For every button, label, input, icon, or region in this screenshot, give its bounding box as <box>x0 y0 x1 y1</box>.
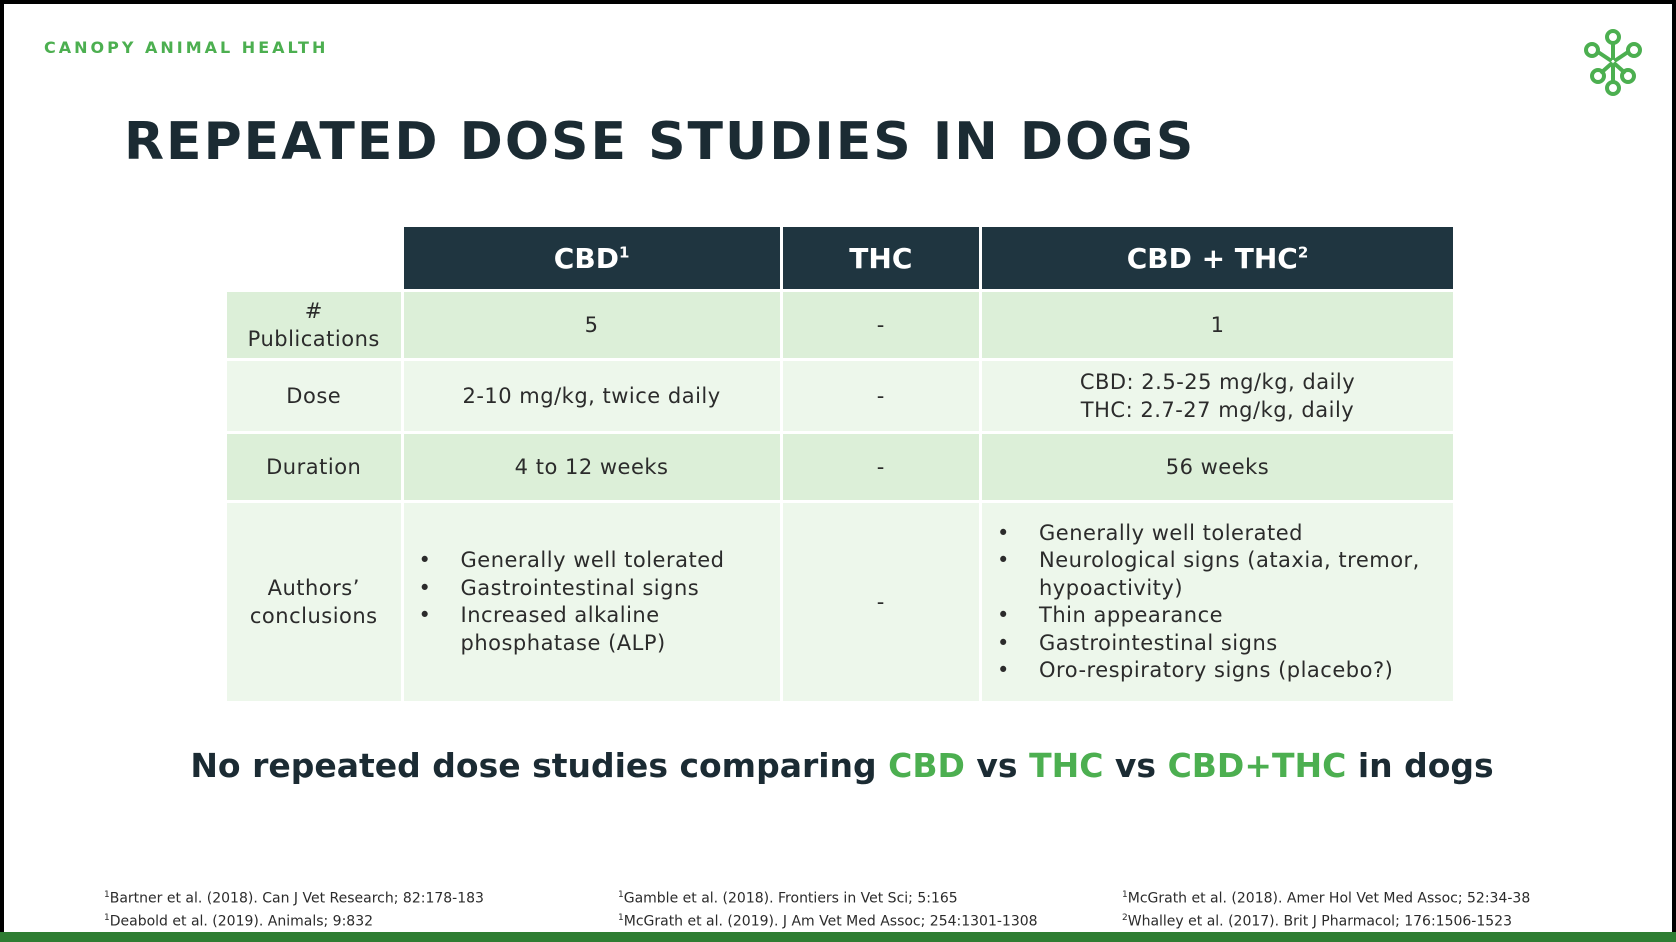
bottom-accent-bar <box>0 932 1676 942</box>
studies-table: CBD1 THC CBD + THC2 # Publications 5 - 1… <box>224 224 1456 704</box>
table-row-dose: Dose 2-10 mg/kg, twice daily - CBD: 2.5-… <box>227 361 1453 431</box>
header-cbd-footnote: 1 <box>618 243 630 262</box>
row-label-publications-line2: Publications <box>247 327 380 351</box>
header-cbd-thc-label: CBD + THC <box>1126 241 1298 275</box>
publications-cbd-thc: 1 <box>982 292 1453 358</box>
dose-cbd: 2-10 mg/kg, twice daily <box>403 361 780 431</box>
tagline-vs-2: vs <box>1103 746 1168 785</box>
row-label-publications-line1: # <box>304 299 323 323</box>
row-label-conclusions-line1: Authors’ <box>267 576 360 600</box>
conclusions-cbd-list: Generally well tolerated Gastrointestina… <box>405 547 779 657</box>
list-item: Neurological signs (ataxia, tremor, hypo… <box>993 547 1452 602</box>
summary-tagline: No repeated dose studies comparing CBD v… <box>4 746 1672 785</box>
reference-text: Whalley et al. (2017). Brit J Pharmacol;… <box>1127 913 1512 930</box>
dose-cbd-thc-thc-line: THC: 2.7-27 mg/kg, daily <box>1080 398 1355 422</box>
publications-cbd: 5 <box>403 292 780 358</box>
references-column-2: 1Gamble et al. (2018). Frontiers in Vet … <box>618 886 1038 931</box>
duration-thc: - <box>782 434 979 500</box>
list-item: Thin appearance <box>993 602 1452 630</box>
reference-footnote-marker: 2 <box>1122 912 1128 923</box>
tagline-text-end: in dogs <box>1346 746 1494 785</box>
list-item: Gastrointestinal signs <box>415 575 779 603</box>
table-row-conclusions: Authors’ conclusions Generally well tole… <box>227 503 1453 701</box>
row-label-dose: Dose <box>227 361 401 431</box>
table-header-row: CBD1 THC CBD + THC2 <box>227 227 1453 289</box>
reference-text: Deabold et al. (2019). Animals; 9:832 <box>109 913 374 930</box>
row-label-conclusions-line2: conclusions <box>249 604 378 628</box>
header-thc: THC <box>782 227 979 289</box>
tagline-cbd-thc: CBD+THC <box>1167 746 1347 785</box>
canopy-logo-icon <box>1584 29 1642 96</box>
header-cbd-label: CBD <box>553 241 619 275</box>
conclusions-cbd-thc: Generally well tolerated Neurological si… <box>982 503 1453 701</box>
reference-footnote-marker: 1 <box>1122 890 1128 900</box>
dose-cbd-thc: CBD: 2.5-25 mg/kg, daily THC: 2.7-27 mg/… <box>982 361 1453 431</box>
reference-item: 2Whalley et al. (2017). Brit J Pharmacol… <box>1122 909 1530 932</box>
list-item: Generally well tolerated <box>993 520 1452 548</box>
header-cbd-thc: CBD + THC2 <box>982 227 1453 289</box>
publications-thc: - <box>782 292 979 358</box>
reference-item: 1Gamble et al. (2018). Frontiers in Vet … <box>618 886 1038 909</box>
tagline-vs-1: vs <box>964 746 1030 785</box>
reference-text: Gamble et al. (2018). Frontiers in Vet S… <box>623 890 958 907</box>
duration-cbd: 4 to 12 weeks <box>403 434 780 500</box>
dose-cbd-thc-cbd-line: CBD: 2.5-25 mg/kg, daily <box>1079 370 1356 394</box>
conclusions-thc: - <box>782 503 979 701</box>
header-cbd: CBD1 <box>403 227 780 289</box>
list-item: Gastrointestinal signs <box>993 630 1452 658</box>
header-thc-label: THC <box>849 241 913 275</box>
list-item: Generally well tolerated <box>415 547 779 575</box>
reference-item: 1McGrath et al. (2018). Amer Hol Vet Med… <box>1122 886 1530 909</box>
conclusions-cbd: Generally well tolerated Gastrointestina… <box>403 503 780 701</box>
reference-text: Bartner et al. (2018). Can J Vet Researc… <box>109 890 484 907</box>
reference-item: 1McGrath et al. (2019). J Am Vet Med Ass… <box>618 909 1038 932</box>
slide-canvas: CANOPY ANIMAL HEALTH REPEATED DOSE STUDI… <box>4 4 1672 932</box>
row-label-conclusions: Authors’ conclusions <box>227 503 401 701</box>
table-row-duration: Duration 4 to 12 weeks - 56 weeks <box>227 434 1453 500</box>
list-item: Increased alkaline phosphatase (ALP) <box>415 602 779 657</box>
page-title: REPEATED DOSE STUDIES IN DOGS <box>124 112 1196 172</box>
tagline-thc: THC <box>1029 746 1104 785</box>
table-row-publications: # Publications 5 - 1 <box>227 292 1453 358</box>
reference-item: 1Deabold et al. (2019). Animals; 9:832 <box>104 909 484 932</box>
reference-footnote-marker: 1 <box>618 912 624 923</box>
tagline-text-start: No repeated dose studies comparing <box>190 746 889 785</box>
reference-text: McGrath et al. (2019). J Am Vet Med Asso… <box>623 913 1038 930</box>
reference-text: McGrath et al. (2018). Amer Hol Vet Med … <box>1127 890 1531 907</box>
conclusions-cbd-thc-list: Generally well tolerated Neurological si… <box>983 520 1452 685</box>
row-label-duration: Duration <box>227 434 401 500</box>
header-cbd-thc-footnote: 2 <box>1297 243 1309 262</box>
brand-name: CANOPY ANIMAL HEALTH <box>44 38 329 57</box>
list-item: Oro-respiratory signs (placebo?) <box>993 657 1452 685</box>
reference-footnote-marker: 1 <box>618 890 624 900</box>
references-column-3: 1McGrath et al. (2018). Amer Hol Vet Med… <box>1122 886 1530 931</box>
row-label-publications: # Publications <box>227 292 401 358</box>
references-column-1: 1Bartner et al. (2018). Can J Vet Resear… <box>104 886 484 931</box>
reference-item: 1Bartner et al. (2018). Can J Vet Resear… <box>104 886 484 909</box>
duration-cbd-thc: 56 weeks <box>982 434 1453 500</box>
reference-footnote-marker: 1 <box>104 912 110 923</box>
tagline-cbd: CBD <box>888 746 965 785</box>
dose-thc: - <box>782 361 979 431</box>
header-blank-cell <box>227 227 401 289</box>
reference-footnote-marker: 1 <box>104 890 110 900</box>
